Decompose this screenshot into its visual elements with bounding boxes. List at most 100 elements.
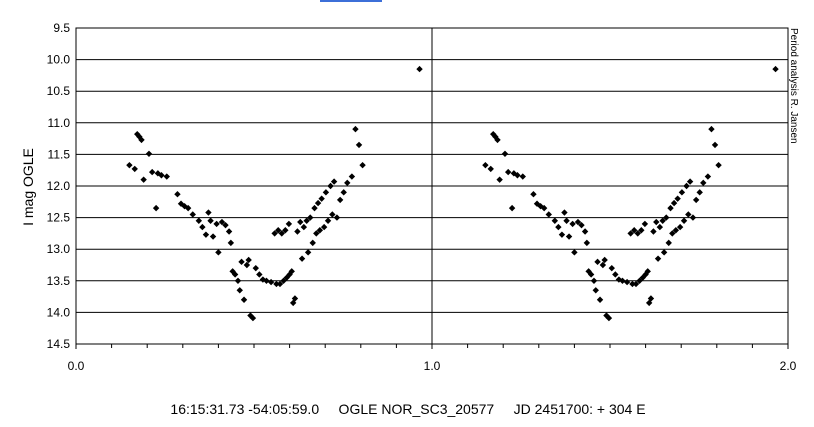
data-point [202,231,210,238]
data-point [227,239,235,247]
data-point [355,141,363,149]
data-point [561,209,568,216]
data-point [508,204,516,212]
data-point [311,204,318,212]
data-point [294,228,301,235]
data-point [236,287,243,294]
data-point [138,136,145,144]
data-point [581,228,589,235]
data-point [642,271,649,278]
data-point [772,65,779,73]
data-point [145,150,153,157]
data-point [685,211,692,218]
data-point [240,296,248,303]
data-point [307,214,314,221]
data-point [249,314,257,322]
data-point [231,271,239,278]
data-point [313,230,320,237]
data-point [650,228,657,235]
data-point [587,271,595,278]
data-point [278,230,285,237]
data-point [641,220,649,228]
data-point [276,280,284,288]
data-point [158,172,165,179]
x-tick-label: 2.0 [780,359,797,373]
data-point [603,312,610,319]
data-point [496,176,503,183]
data-point [298,255,306,262]
data-point [634,230,641,237]
data-point [327,182,334,190]
data-point [612,271,619,278]
x-tick-label: 1.0 [424,359,441,373]
data-point [689,214,697,221]
data-point [330,178,338,185]
data-point [708,125,715,133]
data-point [594,258,601,266]
data-point [140,176,147,183]
data-point [504,168,512,176]
data-point [252,264,259,272]
data-point [416,65,423,73]
data-point [288,268,295,275]
period-analysis-credit: Period analysis R. Jansen [788,28,799,144]
data-point [163,173,170,180]
data-point [563,217,570,224]
data-point [574,218,582,226]
data-point [654,255,662,262]
axis-ticks [75,344,789,349]
data-point [501,150,509,157]
data-point [583,239,591,247]
data-point [333,214,341,221]
data-point [238,258,245,266]
data-point [148,168,156,176]
data-point [601,256,608,264]
data-point [304,249,312,256]
data-point [704,173,712,180]
x-tick-label: 0.0 [68,359,85,373]
data-point [285,220,293,228]
y-tick-label: 13.5 [47,274,71,288]
y-tick-label: 9.5 [53,21,70,35]
data-point [199,223,206,231]
data-point [659,217,666,224]
data-point [487,165,494,173]
data-point [674,195,681,202]
y-axis-title: I mag OGLE [20,148,36,226]
data-point [558,231,566,238]
data-point [669,230,676,237]
data-point [303,217,310,224]
y-tick-label: 10.5 [47,84,71,98]
selection-indicator [320,0,382,2]
data-point [683,182,690,190]
data-point [359,161,366,169]
data-point [234,277,242,284]
data-point [348,173,356,180]
data-point [569,220,576,228]
y-tick-label: 14.0 [47,305,71,319]
data-point [711,141,719,149]
data-point [676,223,684,231]
data-point [316,227,324,234]
data-point [578,221,585,229]
data-point [195,217,203,224]
data-point [291,295,299,302]
y-tick-label: 12.0 [47,179,71,193]
data-point [519,173,526,180]
data-point [273,280,280,288]
data-point [672,227,680,234]
data-point [629,280,636,288]
data-point [282,227,289,234]
data-point [482,161,489,169]
data-point [344,179,351,187]
data-point [189,211,196,218]
object-caption: 16:15:31.73 -54:05:59.0 OGLE NOR_SC3_205… [170,401,645,417]
y-tick-label: 13.0 [47,242,71,256]
data-point [131,165,138,173]
data-point [670,199,678,207]
data-point [340,189,347,196]
x-tick-labels: 0.0 1.0 2.0 [68,359,797,373]
data-point [126,161,133,169]
data-point [318,195,325,202]
